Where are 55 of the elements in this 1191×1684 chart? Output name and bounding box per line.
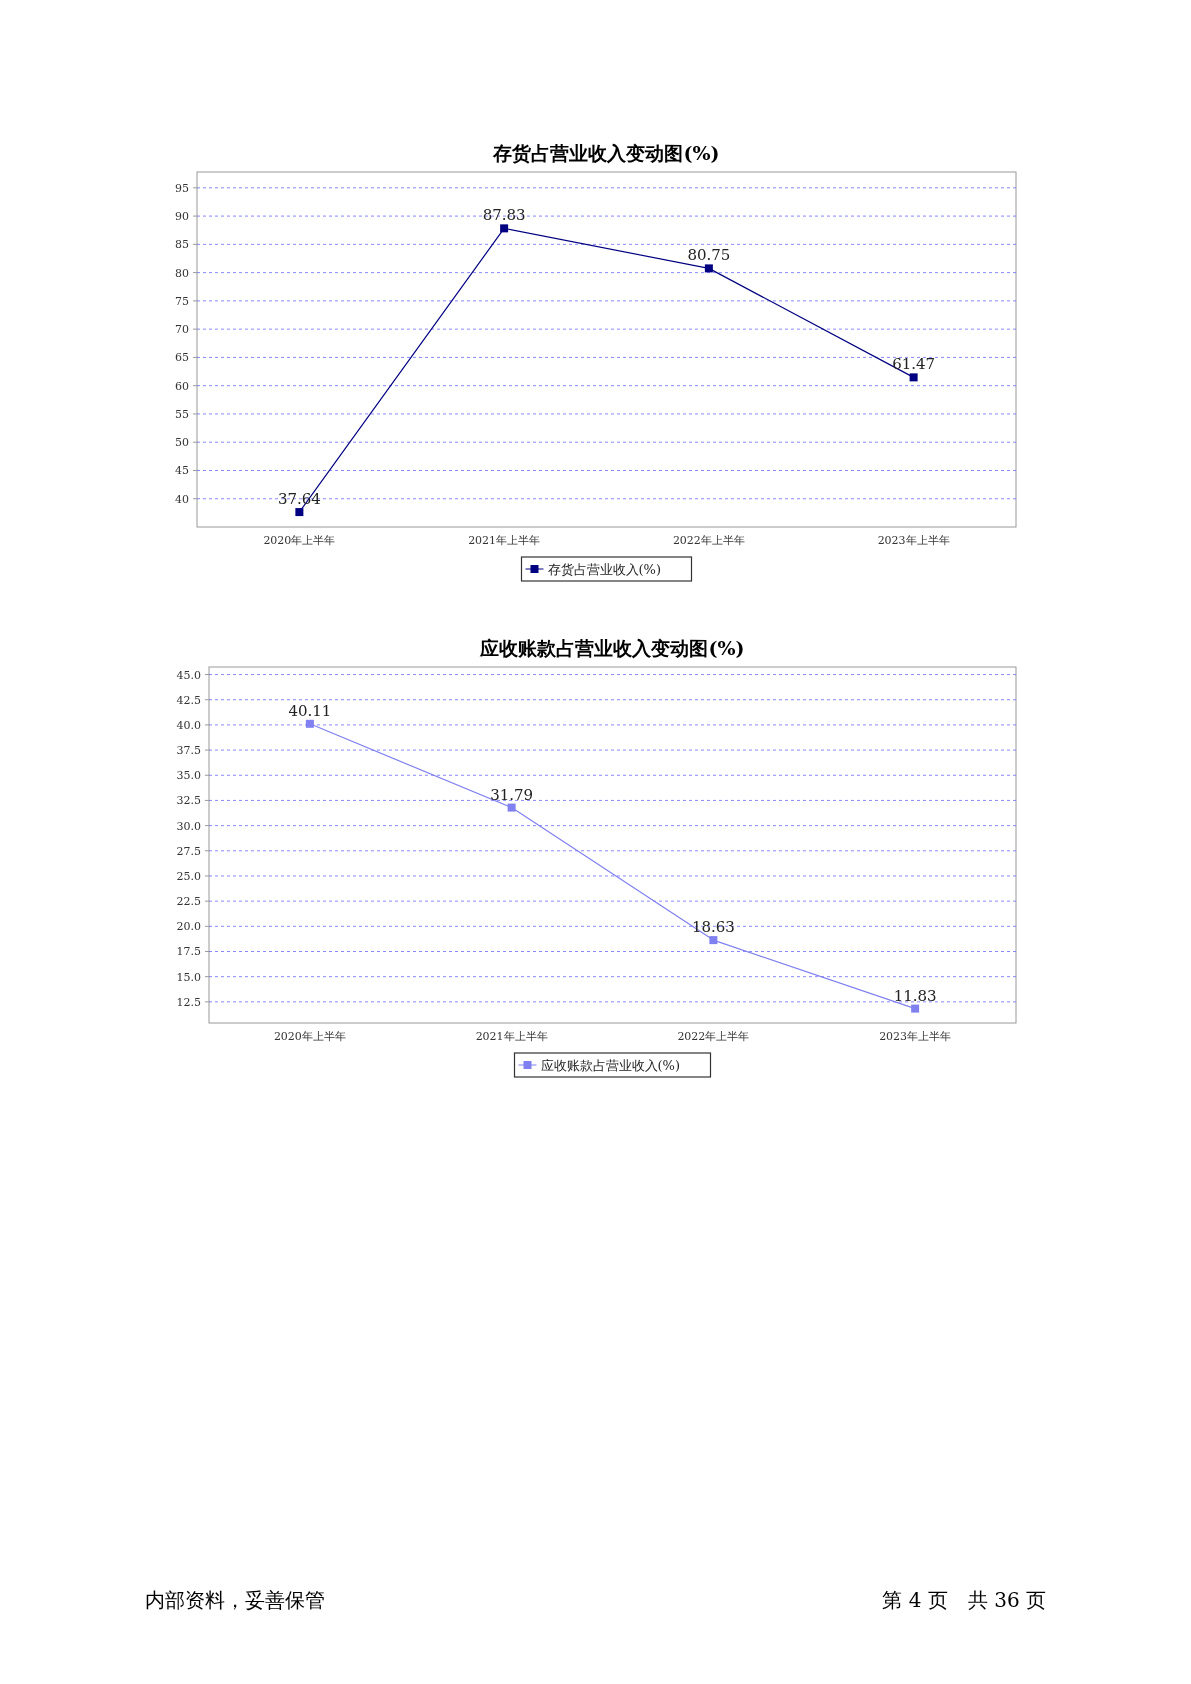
point bbox=[911, 1004, 920, 1013]
x-tick-label: 2020年上半年 bbox=[273, 1030, 346, 1043]
y-tick-label: 37.5 bbox=[176, 744, 201, 758]
y-tick-label: 15.0 bbox=[176, 970, 201, 984]
x-tick-label: 2022年上半年 bbox=[672, 534, 745, 547]
y-tick-label: 22.5 bbox=[176, 895, 201, 909]
y-tick-label: 20.0 bbox=[176, 920, 201, 934]
y-tick-label: 25.0 bbox=[176, 869, 201, 883]
y-tick-label: 17.5 bbox=[176, 945, 201, 959]
y-tick-label: 40 bbox=[175, 492, 189, 506]
y-tick-label: 70 bbox=[175, 323, 189, 337]
x-tick-label: 2020年上半年 bbox=[263, 534, 336, 547]
y-tick-label: 50 bbox=[175, 436, 189, 450]
point bbox=[704, 264, 713, 273]
point bbox=[295, 508, 304, 517]
y-tick-label: 12.5 bbox=[176, 995, 201, 1009]
point bbox=[305, 719, 314, 728]
data-label: 87.83 bbox=[482, 206, 526, 225]
x-tick-label: 2021年上半年 bbox=[468, 534, 541, 547]
chart-title: 存货占营业收入变动图(%) bbox=[492, 142, 720, 164]
y-tick-label: 27.5 bbox=[176, 844, 201, 858]
y-tick-label: 95 bbox=[175, 181, 189, 195]
text: 内部资料，妥善保管 bbox=[145, 1588, 325, 1612]
data-label: 80.75 bbox=[687, 246, 731, 265]
data-label: 61.47 bbox=[892, 355, 936, 374]
legend-label: 存货占营业收入(%) bbox=[547, 562, 661, 577]
point bbox=[709, 936, 718, 945]
y-tick-label: 90 bbox=[175, 210, 189, 224]
data-label: 18.63 bbox=[691, 918, 735, 937]
x-tick-label: 2021年上半年 bbox=[475, 1030, 548, 1043]
y-tick-label: 75 bbox=[175, 294, 189, 308]
x-tick-label: 2023年上半年 bbox=[879, 1030, 952, 1043]
text: 第 4 页 共 36 页 bbox=[882, 1588, 1046, 1612]
y-tick-label: 65 bbox=[175, 351, 189, 365]
point bbox=[507, 803, 516, 812]
y-tick-label: 32.5 bbox=[176, 794, 201, 808]
y-tick-label: 40.0 bbox=[176, 718, 201, 732]
x-tick-label: 2023年上半年 bbox=[877, 534, 950, 547]
y-tick-label: 55 bbox=[175, 407, 189, 421]
y-tick-label: 42.5 bbox=[176, 693, 201, 707]
point bbox=[500, 224, 509, 233]
data-label: 11.83 bbox=[893, 986, 937, 1005]
x-tick-label: 2022年上半年 bbox=[677, 1030, 750, 1043]
legend-label: 应收账款占营业收入(%) bbox=[540, 1058, 680, 1073]
y-tick-label: 45 bbox=[175, 464, 189, 478]
y-tick-label: 60 bbox=[175, 379, 189, 393]
y-tick-label: 85 bbox=[175, 238, 189, 252]
y-tick-label: 45.0 bbox=[176, 668, 201, 682]
y-tick-label: 35.0 bbox=[176, 769, 201, 783]
y-tick-label: 80 bbox=[175, 266, 189, 280]
data-label: 31.79 bbox=[490, 785, 534, 804]
data-label: 40.11 bbox=[288, 701, 332, 720]
chart-title: 应收账款占营业收入变动图(%) bbox=[479, 637, 745, 659]
y-tick-label: 30.0 bbox=[176, 819, 201, 833]
point bbox=[909, 373, 918, 382]
